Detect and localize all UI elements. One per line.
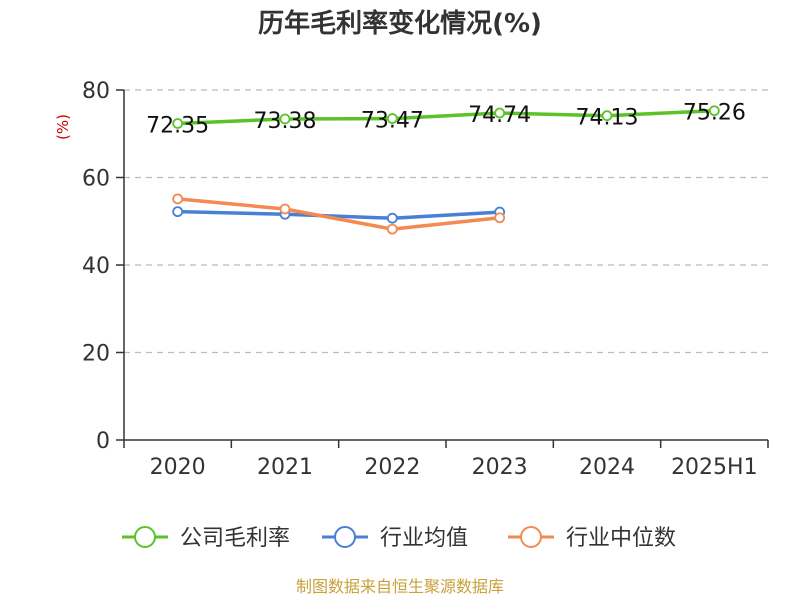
data-point[interactable] [386, 212, 398, 224]
data-label: 74.13 [576, 106, 639, 131]
x-tick-label: 2023 [472, 455, 528, 480]
legend-label: 公司毛利率 [180, 526, 290, 551]
data-point[interactable] [172, 118, 184, 129]
legend-item-0[interactable]: 公司毛利率 [122, 526, 290, 551]
source-note: 制图数据来自恒生聚源数据库 [296, 577, 504, 596]
series-line-1 [177, 209, 500, 220]
series-line-0 [177, 108, 715, 126]
series-group [172, 105, 720, 235]
legend-marker-icon [134, 526, 156, 548]
axes [116, 89, 769, 448]
legend-marker-icon [520, 526, 542, 548]
data-label: 74.74 [468, 103, 531, 128]
data-point[interactable] [494, 107, 506, 119]
legend-item-2[interactable]: 行业中位数 [508, 526, 676, 551]
data-label: 73.47 [361, 109, 424, 134]
legend-label: 行业中位数 [566, 526, 676, 551]
chart-title: 历年毛利率变化情况(%) [258, 8, 542, 39]
y-axis-unit: (%) [54, 114, 72, 140]
x-tick-label: 2020 [150, 455, 206, 480]
data-point[interactable] [279, 203, 291, 215]
data-label: 72.35 [146, 113, 209, 138]
y-tick-label: 40 [82, 254, 110, 279]
x-tick-label: 2022 [364, 455, 420, 480]
legend-label: 行业均值 [380, 526, 468, 551]
data-point[interactable] [601, 110, 613, 122]
x-tick-label: 2024 [579, 455, 635, 480]
data-labels: 72.35 73.38 73.47 74.74 74.13 75.26 [146, 101, 746, 139]
y-tick-labels: 0 20 40 60 80 [82, 79, 110, 454]
data-label: 73.38 [254, 109, 317, 134]
x-tick-labels: 2020 2021 2022 2023 2024 2025H1 [150, 455, 758, 480]
x-tick-label: 2021 [257, 455, 313, 480]
data-point[interactable] [172, 206, 184, 218]
grid-lines [124, 89, 768, 354]
data-point[interactable] [279, 113, 291, 125]
data-point[interactable] [172, 193, 184, 205]
y-tick-label: 20 [82, 342, 110, 367]
series-line-2 [177, 197, 500, 231]
data-point[interactable] [708, 105, 720, 117]
legend-item-1[interactable]: 行业均值 [322, 526, 468, 551]
data-point[interactable] [494, 212, 506, 224]
data-point[interactable] [386, 113, 398, 124]
legend-marker-icon [334, 526, 356, 548]
legend[interactable]: 公司毛利率 行业均值 行业中位数 [122, 526, 676, 551]
x-tick-label: 2025H1 [671, 455, 758, 480]
y-tick-label: 60 [82, 167, 110, 192]
y-tick-label: 80 [82, 79, 110, 104]
y-tick-label: 0 [96, 429, 110, 454]
data-point[interactable] [386, 223, 398, 235]
data-label: 75.26 [683, 101, 746, 126]
